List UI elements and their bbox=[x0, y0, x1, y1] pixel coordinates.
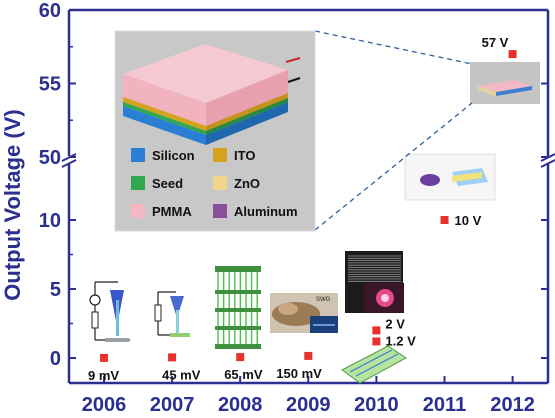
inset-legend: Silicon ITO Seed ZnO PMMA Aluminum bbox=[131, 148, 298, 219]
afm-circuit-illustration-2007 bbox=[150, 280, 194, 342]
legend-swatch-aluminum bbox=[213, 204, 227, 218]
data-label-2012: 57 V bbox=[482, 35, 509, 50]
legend-swatch-ito bbox=[213, 148, 227, 162]
x-tick-label-2008: 2008 bbox=[218, 394, 263, 416]
zoom-line-bottom bbox=[314, 102, 473, 231]
device-structure-inset bbox=[114, 30, 316, 232]
y-axis-title: Output Voltage (V) bbox=[0, 109, 25, 300]
x-tick-label-2009: 2009 bbox=[286, 394, 331, 416]
axis-break-gap-left bbox=[63, 156, 75, 164]
legend-swatch-zno bbox=[213, 176, 227, 190]
hamster-photo-illustration-2009: SWG bbox=[270, 293, 338, 333]
sandwich-device-illustration-2011 bbox=[404, 153, 496, 201]
y-tick-label: 10 bbox=[39, 210, 61, 232]
axis-break-slash-right-2 bbox=[540, 159, 555, 168]
y-ticks: 0 5 10 50 55 60 bbox=[39, 0, 548, 370]
data-marker-2009 bbox=[304, 351, 313, 360]
flexible-strip-illustration-2010 bbox=[341, 345, 407, 384]
stacked-device-thumbnail-2012 bbox=[470, 62, 540, 104]
zoom-line-top bbox=[314, 30, 473, 65]
x-tick-label-2011: 2011 bbox=[423, 394, 466, 416]
stacked-nanowire-tower-illustration-2008 bbox=[215, 266, 261, 349]
data-label-2006: 9 mV bbox=[88, 368, 119, 383]
x-tick-label-2006: 2006 bbox=[82, 394, 127, 416]
nanowire-circuit-illustration-2006 bbox=[82, 275, 138, 347]
legend-label-zno: ZnO bbox=[234, 176, 260, 191]
y-tick-label: 0 bbox=[50, 348, 61, 370]
x-tick-label-2010: 2010 bbox=[354, 394, 399, 416]
legend-swatch-pmma bbox=[131, 204, 145, 218]
data-marker-2010 bbox=[372, 326, 381, 335]
axis-break-marks bbox=[61, 153, 555, 168]
legend-label-aluminum: Aluminum bbox=[234, 204, 298, 219]
data-label-2007: 45 mV bbox=[162, 367, 201, 382]
x-ticks: 2006 2007 2008 2009 2010 2011 2012 bbox=[82, 376, 535, 416]
data-markers bbox=[100, 50, 517, 362]
legend-swatch-seed bbox=[131, 176, 145, 190]
legend-label-seed: Seed bbox=[152, 176, 183, 191]
data-label-2011: 10 V bbox=[455, 213, 482, 228]
data-labels: 9 mV 45 mV 65 mV 150 mV 1.2 V 2 V 10 V 57 V bbox=[88, 35, 509, 383]
x-tick-label-2007: 2007 bbox=[150, 394, 195, 416]
data-label-2010: 1.2 V bbox=[385, 333, 416, 348]
data-label-2010: 2 V bbox=[385, 316, 405, 331]
legend-label-ito: ITO bbox=[234, 148, 255, 163]
legend-label-silicon: Silicon bbox=[152, 148, 195, 163]
data-marker-2010 bbox=[372, 337, 381, 346]
data-marker-2008 bbox=[236, 353, 245, 362]
axis-break-gap-right bbox=[542, 156, 554, 164]
legend-label-pmma: PMMA bbox=[152, 204, 192, 219]
x-tick-label-2012: 2012 bbox=[490, 394, 535, 416]
y-tick-label: 5 bbox=[50, 279, 61, 301]
swg-note: SWG bbox=[316, 297, 331, 303]
y-tick-label: 55 bbox=[39, 74, 61, 96]
legend-swatch-silicon bbox=[131, 148, 145, 162]
data-marker-2007 bbox=[168, 353, 177, 362]
data-label-2009: 150 mV bbox=[276, 366, 322, 381]
y-tick-label: 50 bbox=[39, 147, 61, 169]
data-marker-2012 bbox=[508, 50, 517, 59]
data-label-2008: 65 mV bbox=[224, 367, 263, 382]
sem-and-led-illustration-2010 bbox=[345, 251, 404, 313]
data-marker-2006 bbox=[100, 353, 108, 362]
data-marker-2011 bbox=[440, 216, 449, 224]
axis-break-slash-left-2 bbox=[61, 159, 77, 168]
y-tick-label: 60 bbox=[39, 0, 61, 22]
